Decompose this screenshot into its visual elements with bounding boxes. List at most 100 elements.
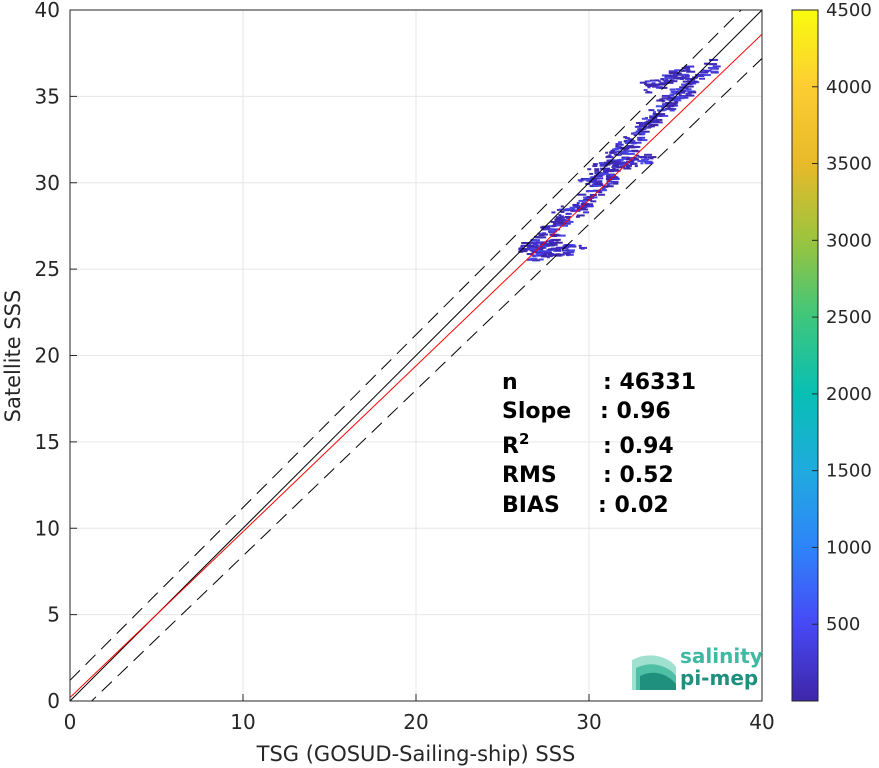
density-cell bbox=[649, 157, 654, 160]
y-tick-label: 30 bbox=[35, 171, 60, 195]
x-tick-label: 30 bbox=[576, 710, 601, 734]
density-cell bbox=[634, 165, 638, 168]
density-cell bbox=[693, 80, 698, 83]
density-cell bbox=[567, 251, 575, 254]
density-cell bbox=[660, 78, 665, 81]
density-cell bbox=[647, 156, 657, 159]
density-cell bbox=[696, 73, 706, 76]
density-cell bbox=[651, 82, 656, 85]
density-cell bbox=[679, 86, 687, 89]
density-cell bbox=[623, 167, 632, 170]
density-cell bbox=[599, 164, 608, 167]
density-cell bbox=[659, 98, 664, 101]
density-cell bbox=[549, 233, 558, 236]
density-cell bbox=[592, 163, 598, 166]
density-cell bbox=[554, 218, 562, 221]
density-cell bbox=[687, 81, 696, 84]
x-tick-label: 10 bbox=[230, 710, 255, 734]
y-tick-label: 25 bbox=[35, 257, 60, 281]
density-cell bbox=[632, 158, 637, 161]
density-cell bbox=[576, 202, 580, 205]
density-cell bbox=[554, 223, 564, 226]
density-cell bbox=[703, 62, 708, 65]
density-cell bbox=[637, 129, 644, 132]
density-cell bbox=[564, 216, 571, 219]
density-cell bbox=[589, 180, 594, 183]
density-cell bbox=[589, 172, 594, 175]
density-cell bbox=[656, 99, 666, 102]
density-cell bbox=[620, 164, 627, 167]
density-cell bbox=[601, 188, 606, 191]
density-cell bbox=[529, 257, 538, 260]
density-cell bbox=[560, 222, 567, 225]
density-cell bbox=[537, 232, 544, 235]
y-tick-label: 40 bbox=[35, 0, 60, 22]
density-cell bbox=[566, 254, 570, 257]
colorbar-tick-label: 3000 bbox=[826, 230, 872, 251]
density-cell bbox=[577, 207, 587, 210]
colorbar-tick-label: 4500 bbox=[826, 0, 872, 21]
density-cell bbox=[660, 82, 667, 85]
density-cell bbox=[683, 86, 689, 89]
density-cell bbox=[618, 141, 623, 144]
x-tick-label: 40 bbox=[749, 710, 774, 734]
density-cell bbox=[637, 160, 646, 163]
density-cell bbox=[542, 233, 548, 236]
density-cell bbox=[646, 80, 651, 83]
density-cell bbox=[610, 180, 619, 183]
density-cell bbox=[593, 182, 601, 185]
density-cell bbox=[675, 88, 685, 91]
density-cell bbox=[623, 148, 629, 151]
density-cell bbox=[616, 154, 621, 157]
density-cell bbox=[548, 231, 554, 234]
density-cell bbox=[550, 230, 558, 233]
density-cell bbox=[688, 91, 697, 94]
density-cell bbox=[607, 163, 611, 166]
stat-label: Slope bbox=[502, 399, 571, 424]
density-cell bbox=[560, 210, 565, 213]
density-cell bbox=[664, 77, 674, 80]
density-cell bbox=[609, 151, 615, 154]
density-cell bbox=[569, 245, 577, 248]
density-cell bbox=[565, 208, 575, 211]
density-cell bbox=[708, 58, 718, 61]
density-cell bbox=[630, 141, 635, 144]
y-tick-label: 15 bbox=[35, 430, 60, 454]
density-cell bbox=[642, 125, 646, 128]
density-cell bbox=[592, 180, 600, 183]
density-cell bbox=[660, 108, 667, 111]
density-cell bbox=[661, 106, 665, 109]
density-cell bbox=[543, 251, 549, 254]
density-cell bbox=[653, 121, 663, 124]
density-cell bbox=[565, 253, 569, 256]
density-cell bbox=[529, 242, 539, 245]
density-cell bbox=[579, 180, 583, 183]
density-cell bbox=[558, 218, 566, 221]
density-cell bbox=[545, 252, 552, 255]
density-cell bbox=[526, 258, 536, 261]
density-cell bbox=[616, 159, 623, 162]
density-cell bbox=[665, 105, 675, 108]
density-cell bbox=[610, 156, 614, 159]
density-cell bbox=[636, 158, 640, 161]
density-cell bbox=[520, 244, 529, 247]
density-cell bbox=[699, 77, 706, 80]
density-cell bbox=[669, 109, 675, 112]
density-cell bbox=[571, 209, 581, 212]
density-cell bbox=[526, 253, 534, 256]
density-cloud bbox=[518, 58, 721, 262]
density-cell bbox=[612, 167, 616, 170]
density-cell bbox=[703, 74, 711, 77]
density-cell bbox=[612, 182, 619, 185]
density-cell bbox=[686, 70, 696, 73]
density-cell bbox=[581, 206, 588, 209]
density-cell bbox=[661, 97, 668, 100]
density-cell bbox=[624, 137, 630, 140]
density-cell bbox=[539, 246, 545, 249]
colorbar-tick-label: 500 bbox=[826, 614, 860, 635]
colorbar-tick-label: 3500 bbox=[826, 154, 872, 175]
density-cell bbox=[614, 164, 620, 167]
density-cell bbox=[586, 195, 595, 198]
density-cell bbox=[540, 253, 547, 256]
density-cell bbox=[649, 84, 654, 87]
